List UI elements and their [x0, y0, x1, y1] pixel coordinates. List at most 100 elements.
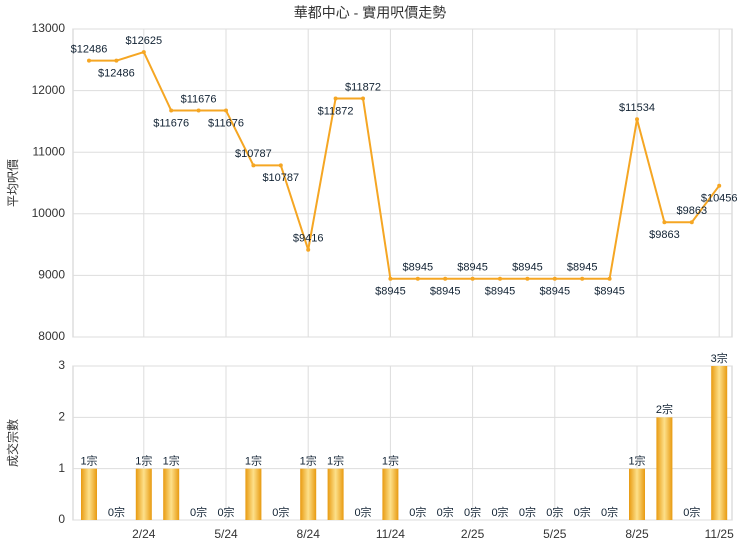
price-point	[552, 276, 557, 281]
price-point	[87, 58, 91, 63]
price-point	[498, 276, 502, 281]
y-tick-label: 10000	[32, 206, 66, 220]
price-point	[141, 50, 146, 55]
value-label: $8945	[567, 262, 598, 274]
value-label: 1宗	[163, 454, 180, 468]
value-label: 1宗	[382, 454, 399, 468]
price-line	[89, 50, 720, 280]
value-label: $12625	[125, 35, 162, 47]
value-label: 0宗	[217, 505, 234, 519]
value-label: $8945	[540, 286, 571, 298]
value-label: 0宗	[519, 505, 536, 519]
y-tick-label: 2	[58, 410, 65, 424]
value-label: $8945	[594, 286, 625, 298]
price-point	[278, 163, 283, 168]
bar	[629, 468, 645, 520]
value-label: 2宗	[656, 402, 673, 416]
x-tick-label: 8/25	[625, 527, 649, 541]
price-point	[662, 220, 667, 225]
price-point	[607, 276, 612, 281]
value-label: 3宗	[711, 351, 728, 365]
value-label: $11676	[153, 117, 189, 129]
value-label: $9863	[677, 205, 708, 217]
price-point	[306, 247, 311, 252]
x-tick-label: 11/24	[376, 527, 405, 541]
price-point	[470, 276, 475, 281]
x-tick-label: 5/25	[543, 527, 567, 541]
value-label: 1宗	[245, 454, 262, 468]
bar	[245, 468, 262, 520]
bar	[711, 366, 728, 520]
y-tick-label: 0	[58, 512, 65, 526]
value-label: 0宗	[409, 505, 426, 519]
value-label: 0宗	[108, 505, 125, 519]
bar	[656, 417, 673, 520]
value-label: 0宗	[464, 505, 481, 519]
value-label: $11676	[181, 93, 217, 105]
value-label: $9863	[649, 229, 680, 241]
price-point	[169, 108, 174, 113]
value-label: $9416	[293, 233, 324, 245]
x-tick-label: 8/24	[297, 527, 321, 541]
y-tick-label: 13000	[32, 21, 66, 35]
y-tick-label: 3	[58, 358, 65, 372]
value-label: $8945	[375, 286, 406, 298]
bar	[382, 468, 399, 520]
bar	[135, 468, 152, 520]
price-point	[525, 276, 530, 281]
value-label: $10787	[262, 172, 299, 184]
price-point	[251, 163, 256, 168]
bar	[327, 468, 344, 520]
value-label: $10456	[701, 193, 738, 205]
price-point	[388, 276, 393, 281]
bar	[300, 468, 317, 520]
value-label: 1宗	[300, 454, 317, 468]
y-tick-label: 9000	[38, 268, 65, 282]
value-label: 1宗	[80, 454, 97, 468]
y-tick-label: 11000	[33, 144, 66, 158]
x-tick-label: 11/25	[705, 527, 734, 541]
x-tick-label: 5/24	[214, 527, 238, 541]
price-point	[224, 108, 228, 113]
value-label: $11872	[318, 105, 354, 117]
value-label: $11872	[345, 81, 381, 93]
value-label: $11534	[619, 102, 655, 114]
price-point	[689, 220, 694, 225]
bar	[81, 468, 97, 520]
price-point	[114, 58, 119, 63]
price-point	[361, 96, 365, 101]
value-label: 0宗	[601, 505, 618, 519]
value-label: 0宗	[437, 505, 454, 519]
value-label: $8945	[457, 262, 488, 274]
value-label: $8945	[485, 286, 516, 298]
chart-title: 華都中心 - 實用呎價走勢	[294, 5, 446, 21]
price-point	[635, 117, 639, 122]
value-label: 0宗	[546, 505, 563, 519]
value-label: $8945	[403, 262, 434, 274]
value-label: 0宗	[491, 505, 508, 519]
bar	[163, 468, 180, 520]
value-label: 1宗	[628, 454, 645, 468]
price-point	[196, 108, 201, 113]
y-axis-label: 平均呎價	[6, 159, 20, 207]
x-tick-label: 2/25	[461, 527, 485, 541]
y-tick-label: 12000	[32, 83, 66, 97]
value-label: 0宗	[574, 505, 591, 519]
value-label: $12486	[98, 68, 135, 80]
value-label: 0宗	[272, 505, 289, 519]
value-label: 1宗	[327, 454, 344, 468]
value-label: $12486	[71, 44, 108, 56]
price-point	[333, 96, 338, 101]
x-tick-label: 2/24	[132, 527, 156, 541]
y-axis-label: 成交宗數	[5, 419, 20, 467]
value-label: 0宗	[683, 505, 700, 519]
value-label: 0宗	[190, 505, 207, 519]
price-point	[717, 183, 722, 188]
value-label: 1宗	[135, 454, 152, 468]
price-point	[443, 276, 448, 281]
value-label: $11676	[208, 117, 244, 129]
value-label: 0宗	[354, 505, 371, 519]
price-point	[580, 276, 585, 281]
value-label: $8945	[512, 262, 543, 274]
